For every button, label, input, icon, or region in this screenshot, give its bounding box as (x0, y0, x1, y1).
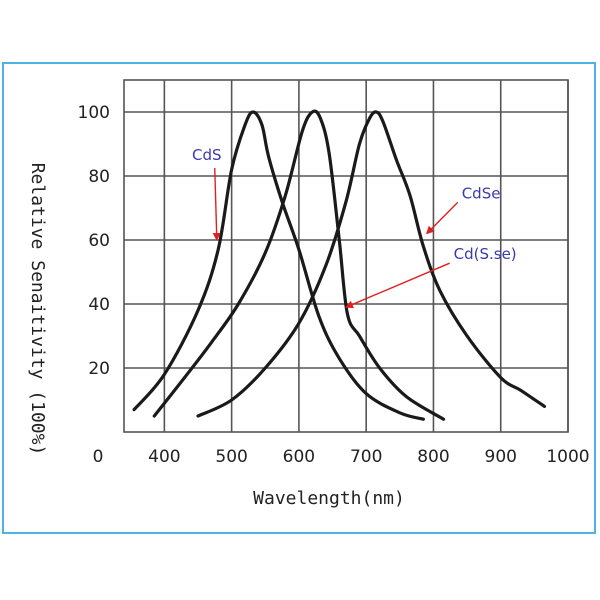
label-cdse: CdSe (462, 184, 501, 202)
y-tick-label: 100 (78, 103, 110, 123)
curve-cd-s-se (152, 109, 446, 421)
label-cd-s-se: Cd(S.se) (454, 245, 517, 263)
y-tick-label: 40 (88, 295, 110, 315)
arrow-cdse (426, 201, 459, 235)
y-tick-label: 80 (88, 167, 110, 187)
curves (132, 109, 547, 421)
x-tick-label: 800 (417, 447, 449, 467)
x-tick-label: 1000 (546, 447, 589, 467)
arrow-cd-s-se (345, 262, 450, 309)
arrow-cds (212, 167, 221, 241)
x-tick-label: 700 (350, 447, 382, 467)
y-tick-label: 60 (88, 231, 110, 251)
origin-label: 0 (93, 447, 104, 467)
y-tick-label: 20 (88, 359, 110, 379)
annotations: CdS CdSe Cd(S.se) (192, 146, 517, 309)
x-tick-label: 600 (283, 447, 315, 467)
label-cds: CdS (192, 146, 222, 164)
chart-frame: CdS CdSe Cd(S.se) 400 500 600 700 800 900 1000 20… (2, 62, 596, 534)
x-tick-label: 500 (215, 447, 247, 467)
x-tick-label: 900 (485, 447, 517, 467)
curve-cds (132, 110, 425, 421)
x-tick-label: 400 (148, 447, 180, 467)
y-axis-label: Relative Senaitivity (100%) (27, 163, 48, 456)
x-axis-label: Wavelength(nm) (253, 488, 405, 509)
curve-cdse (196, 110, 547, 418)
